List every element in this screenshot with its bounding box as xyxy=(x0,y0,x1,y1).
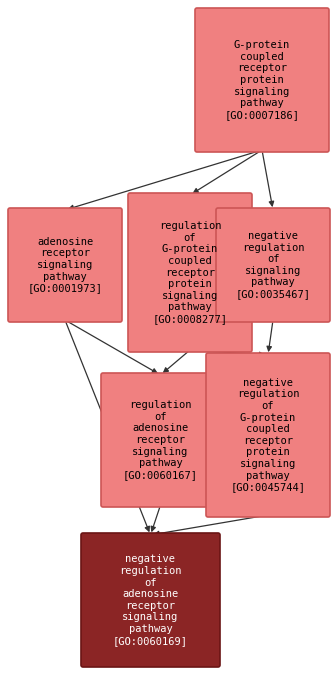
Text: regulation
of
G-protein
coupled
receptor
protein
signaling
pathway
[GO:0008277]: regulation of G-protein coupled receptor… xyxy=(153,221,227,324)
FancyBboxPatch shape xyxy=(195,8,329,152)
FancyBboxPatch shape xyxy=(216,208,330,322)
Text: regulation
of
adenosine
receptor
signaling
pathway
[GO:0060167]: regulation of adenosine receptor signali… xyxy=(123,400,198,480)
FancyBboxPatch shape xyxy=(128,193,252,352)
FancyBboxPatch shape xyxy=(81,533,220,667)
Text: negative
regulation
of
signaling
pathway
[GO:0035467]: negative regulation of signaling pathway… xyxy=(235,231,310,299)
Text: G-protein
coupled
receptor
protein
signaling
pathway
[GO:0007186]: G-protein coupled receptor protein signa… xyxy=(224,40,300,120)
FancyBboxPatch shape xyxy=(206,353,330,517)
Text: negative
regulation
of
adenosine
receptor
signaling
pathway
[GO:0060169]: negative regulation of adenosine recepto… xyxy=(113,554,188,646)
Text: adenosine
receptor
signaling
pathway
[GO:0001973]: adenosine receptor signaling pathway [GO… xyxy=(27,237,103,293)
FancyBboxPatch shape xyxy=(8,208,122,322)
Text: negative
regulation
of
G-protein
coupled
receptor
protein
signaling
pathway
[GO:: negative regulation of G-protein coupled… xyxy=(230,378,306,492)
FancyBboxPatch shape xyxy=(101,373,220,507)
